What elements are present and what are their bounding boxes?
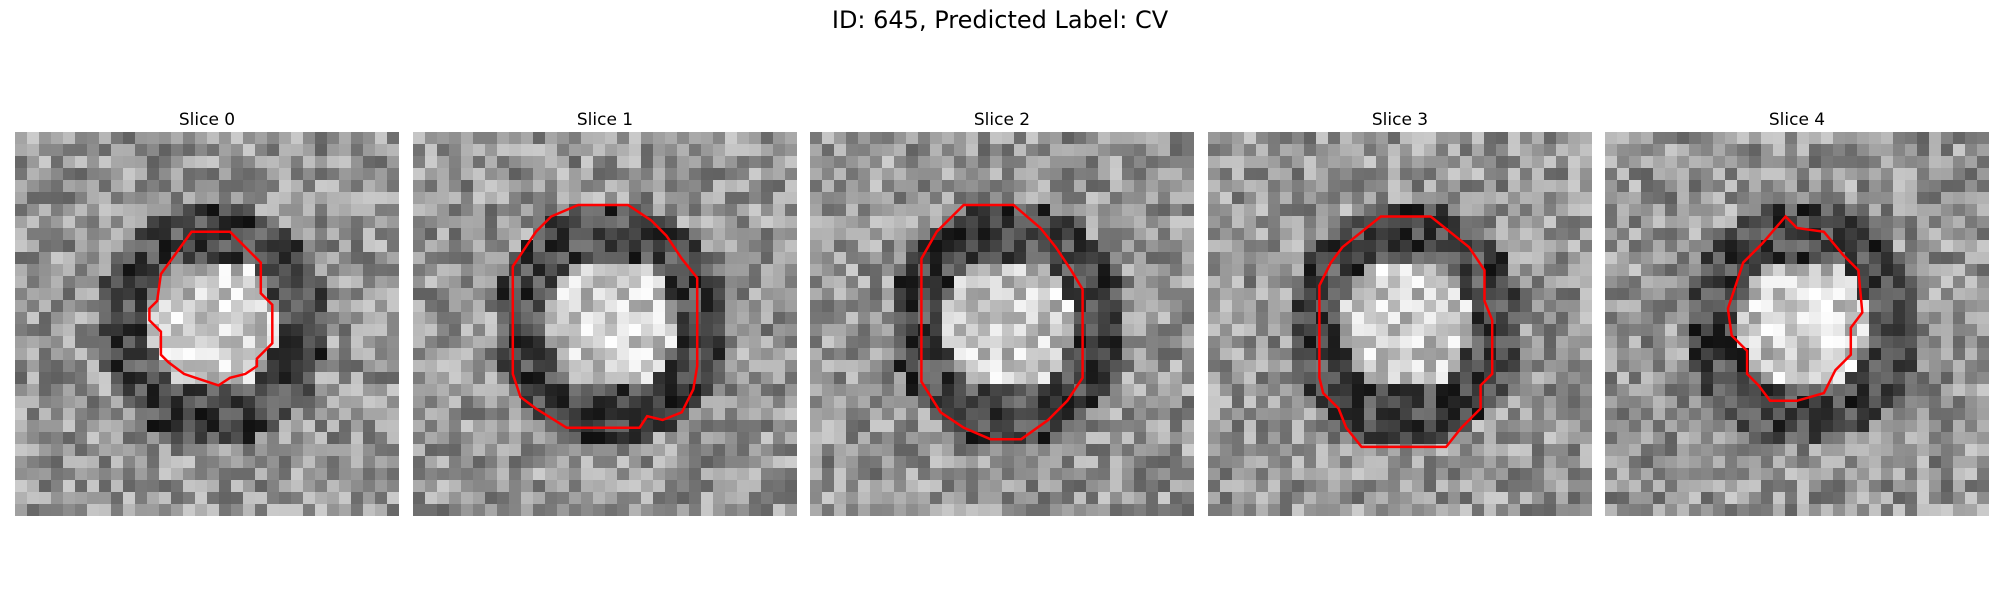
slice-image-2	[810, 132, 1194, 516]
slice-image-0	[15, 132, 399, 516]
segmentation-contour-4	[1726, 214, 1864, 403]
segmentation-contour-3	[1318, 215, 1494, 449]
slice-image-3	[1208, 132, 1592, 516]
slice-title-1: Slice 1	[576, 110, 634, 130]
segmentation-contour-0	[148, 230, 274, 387]
figure-title: ID: 645, Predicted Label: CV	[831, 6, 1169, 34]
slice-image-1	[413, 132, 797, 516]
slice-panel-3: Slice 3	[1208, 108, 1592, 516]
slice-panel-4: Slice 4	[1605, 108, 1989, 516]
slice-title-3: Slice 3	[1371, 110, 1429, 130]
slice-title-0: Slice 0	[178, 110, 236, 130]
segmentation-contour-2	[920, 203, 1084, 441]
slice-image-4	[1605, 132, 1989, 516]
segmentation-contour-1	[511, 203, 699, 429]
slice-title-2: Slice 2	[973, 110, 1031, 130]
slice-panel-1: Slice 1	[413, 108, 797, 516]
slice-title-4: Slice 4	[1768, 110, 1826, 130]
slice-panel-2: Slice 2	[810, 108, 1194, 516]
slice-panel-0: Slice 0	[15, 108, 399, 516]
